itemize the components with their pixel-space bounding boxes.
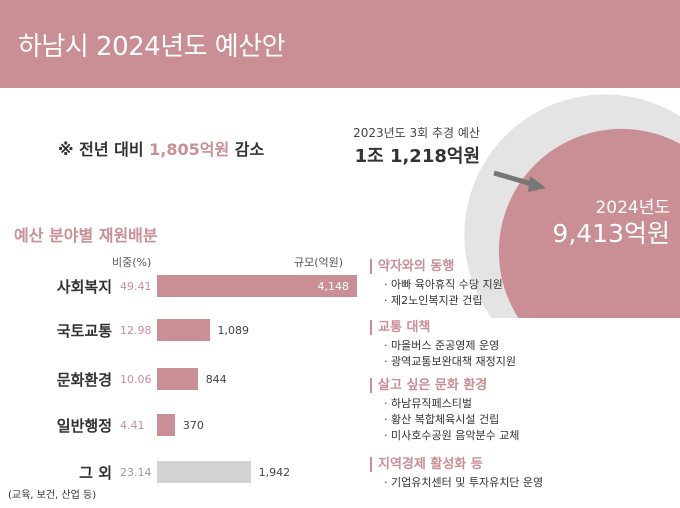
change-note: ※ 전년 대비 1,805억원 감소 bbox=[58, 136, 264, 160]
scale-header: 규모(억원) bbox=[294, 256, 344, 269]
policy-title: 지역경제 활성화 등 bbox=[370, 457, 543, 472]
policy-item: 마을버스 준공영제 운영 bbox=[370, 338, 516, 354]
ratio-label: 49.41 bbox=[120, 280, 152, 293]
ratio-label: 12.98 bbox=[120, 324, 152, 337]
value-label: 844 bbox=[205, 373, 227, 386]
note-prefix: ※ 전년 대비 bbox=[58, 140, 150, 159]
budget-circle-graphic bbox=[464, 94, 680, 318]
policy-group: 지역경제 활성화 등기업유치센터 및 투자유치단 운영 bbox=[370, 457, 543, 491]
prev-budget-label: 2023년도 3회 추경 예산 bbox=[353, 126, 480, 140]
category-label: 일반행정 bbox=[56, 417, 112, 435]
prev-budget-value: 1조 1,218억원 bbox=[354, 146, 480, 167]
ratio-label: 23.14 bbox=[120, 466, 152, 479]
ratio-header: 비중(%) bbox=[112, 256, 152, 269]
category-label: 문화환경 bbox=[56, 371, 112, 389]
value-label: 1,942 bbox=[258, 466, 291, 479]
category-note: (교육, 보건, 산업 등) bbox=[8, 490, 97, 501]
policy-title: 교통 대책 bbox=[370, 320, 516, 335]
header-banner: 하남시 2024년도 예산안 bbox=[0, 0, 680, 88]
current-budget-value: 9,413억원 bbox=[552, 219, 670, 248]
value-label: 1,089 bbox=[217, 324, 250, 337]
note-amount: 1,805억원 bbox=[149, 140, 230, 159]
category-label: 사회복지 bbox=[56, 278, 112, 296]
policy-item: 기업유치센터 및 투자유치단 운영 bbox=[370, 475, 543, 491]
policy-title: 약자와의 동행 bbox=[370, 259, 503, 274]
bar bbox=[157, 275, 357, 297]
value-label: 370 bbox=[182, 419, 204, 432]
category-label: 국토교통 bbox=[56, 322, 112, 340]
bar bbox=[157, 368, 198, 390]
bar bbox=[157, 319, 210, 341]
bar bbox=[157, 414, 175, 436]
arrow-icon bbox=[493, 170, 546, 192]
ratio-label: 4.41 bbox=[120, 419, 145, 432]
policy-group: 살고 싶은 문화 환경하남뮤직페스티벌황산 복합체육시설 건립미사호수공원 음악… bbox=[370, 378, 519, 444]
policy-item: 황산 복합체육시설 건립 bbox=[370, 412, 519, 428]
policy-item: 제2노인복지관 건립 bbox=[370, 293, 503, 309]
policy-item: 아빠 육아휴직 수당 지원 bbox=[370, 277, 503, 293]
ratio-label: 10.06 bbox=[120, 373, 152, 386]
policy-item: 미사호수공원 음악분수 교체 bbox=[370, 428, 519, 444]
page-title: 하남시 2024년도 예산안 bbox=[18, 32, 286, 62]
current-budget-circle bbox=[498, 128, 680, 318]
policy-title: 살고 싶은 문화 환경 bbox=[370, 378, 519, 393]
value-label: 4,148 bbox=[317, 280, 350, 293]
policy-item: 광역교통보완대책 재정지원 bbox=[370, 354, 516, 370]
section-title: 예산 분야별 재원배분 bbox=[14, 226, 158, 245]
current-year-label: 2024년도 bbox=[595, 198, 670, 218]
policy-group: 교통 대책마을버스 준공영제 운영광역교통보완대책 재정지원 bbox=[370, 320, 516, 370]
note-suffix: 감소 bbox=[229, 140, 265, 159]
policy-group: 약자와의 동행아빠 육아휴직 수당 지원제2노인복지관 건립 bbox=[370, 259, 503, 309]
bar bbox=[157, 461, 251, 483]
policy-item: 하남뮤직페스티벌 bbox=[370, 396, 519, 412]
category-label: 그 외 bbox=[79, 464, 112, 482]
